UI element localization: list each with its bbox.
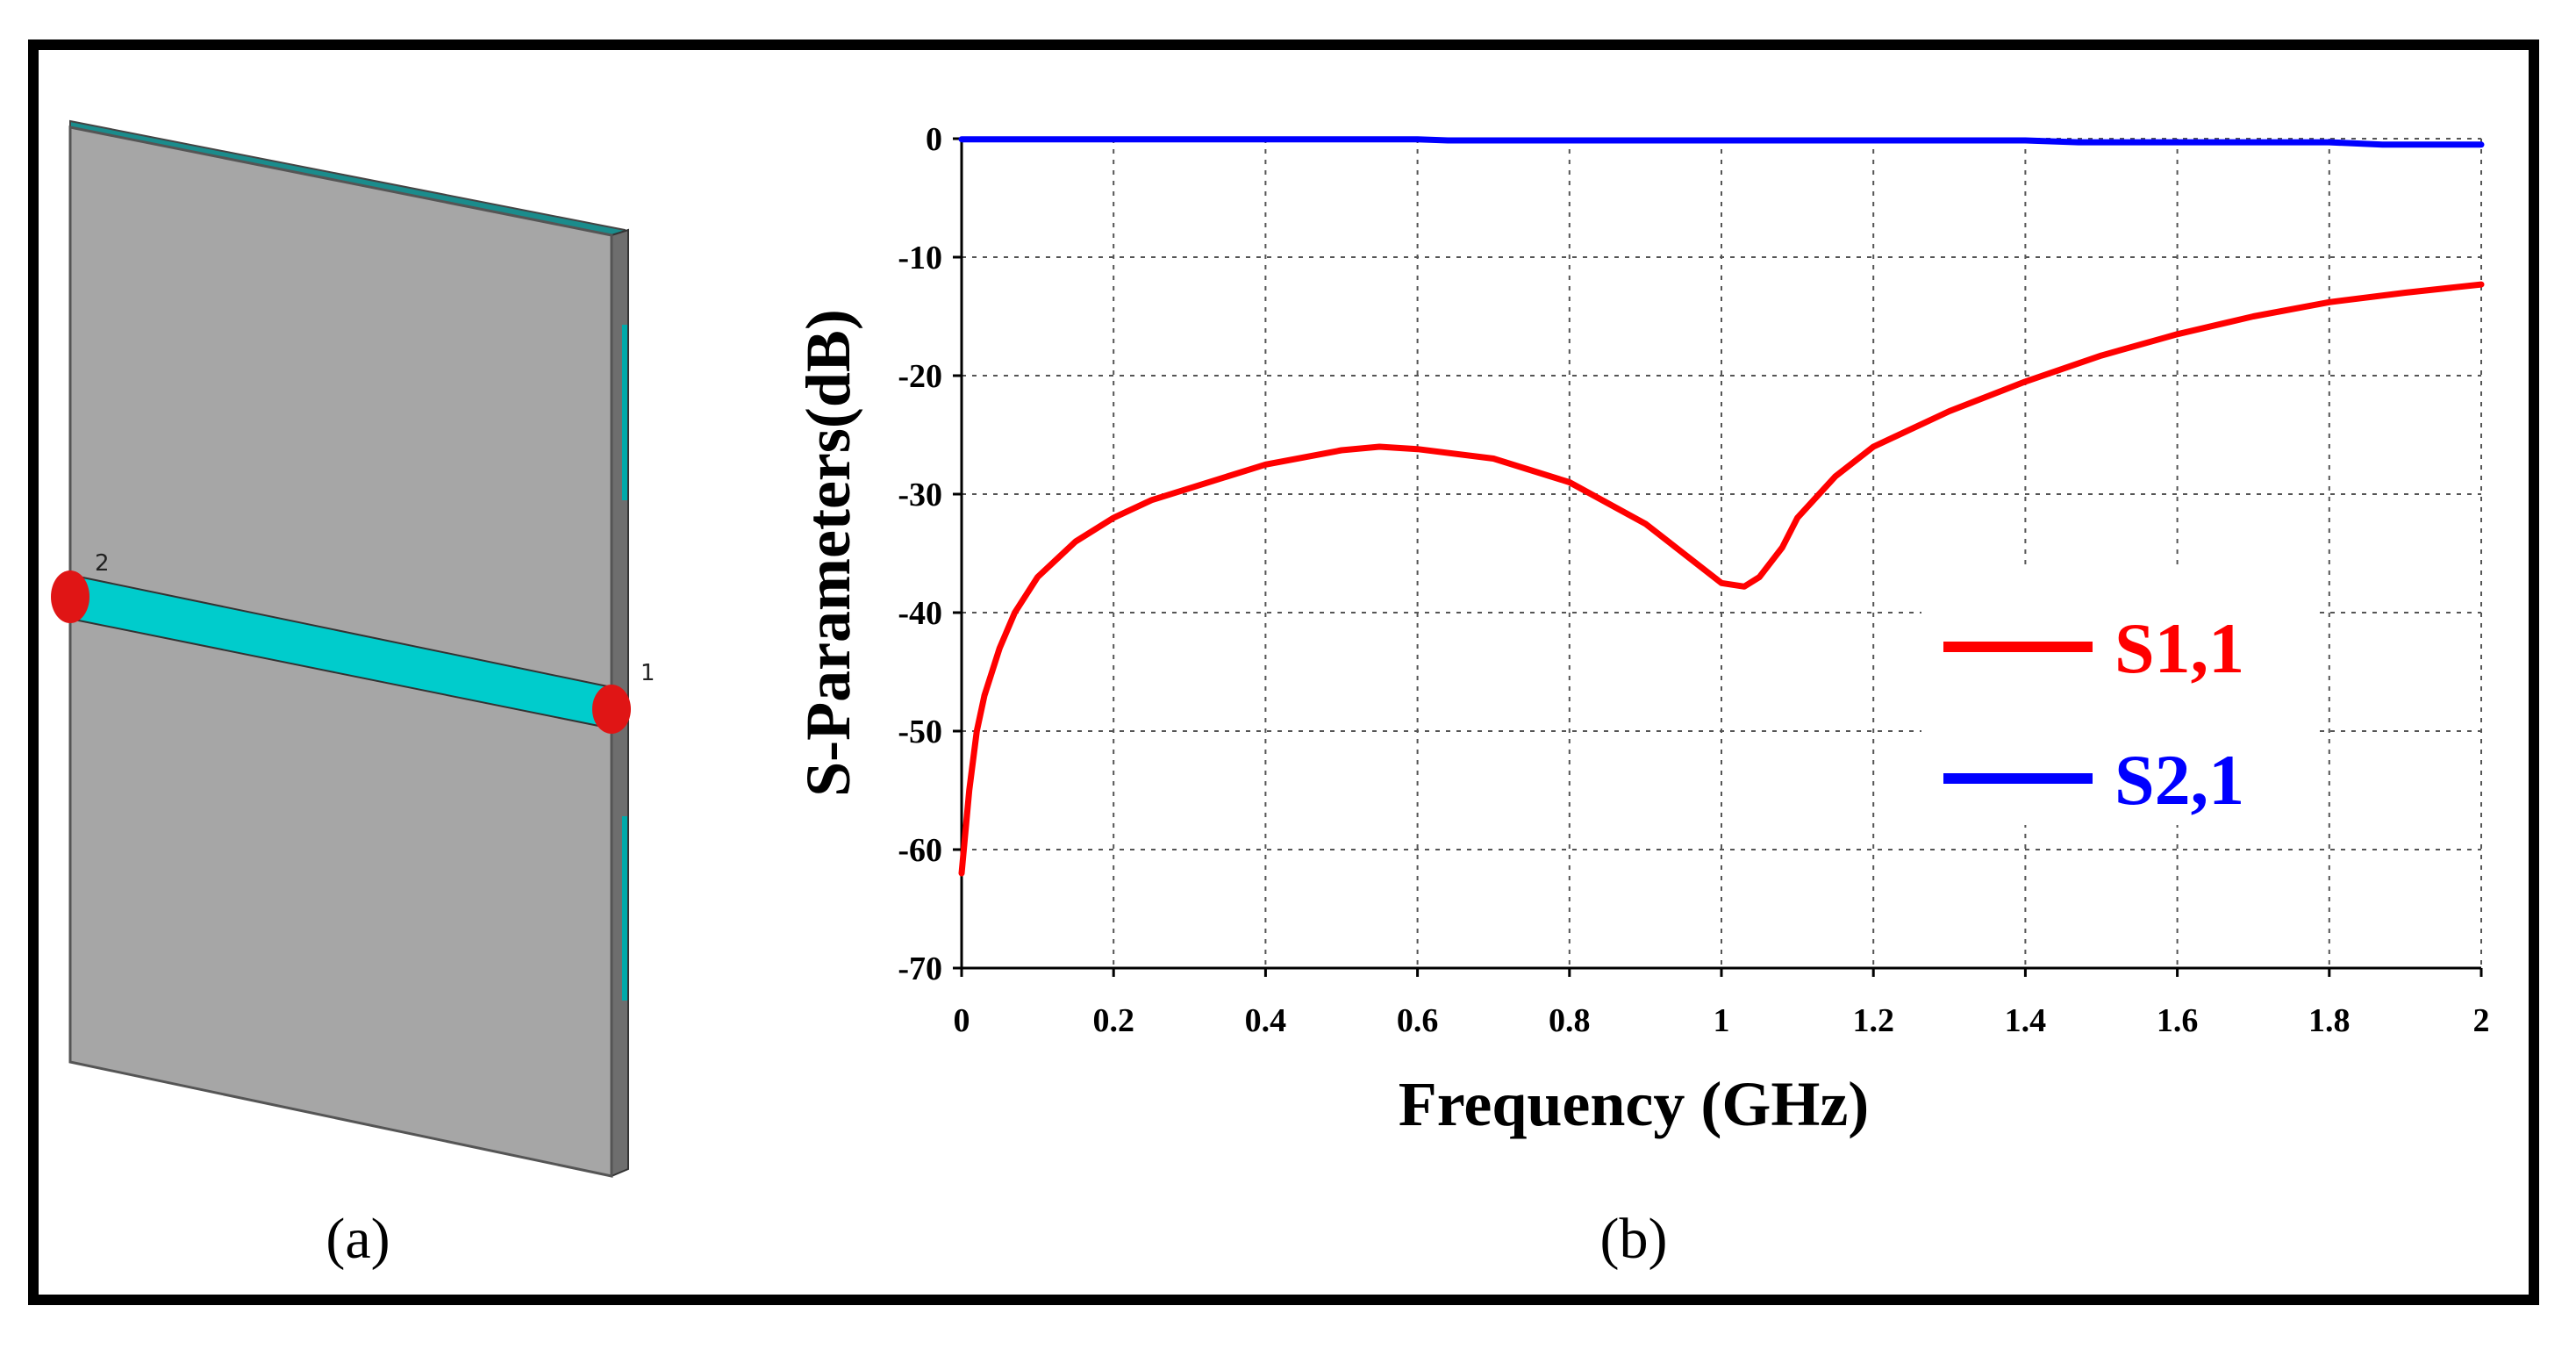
port-1-label: 1 xyxy=(640,660,655,686)
y-tick-label: -70 xyxy=(898,951,942,987)
x-tick-label: 1 xyxy=(1714,1002,1730,1039)
y-tick-label: -20 xyxy=(898,358,942,395)
x-tick-labels: 0 0.2 0.4 0.6 0.8 1 1.2 1.4 1.6 1.8 2 xyxy=(954,968,2490,1039)
series-lines xyxy=(958,136,2485,877)
x-tick-label: 1.2 xyxy=(1852,1002,1894,1039)
legend: S1,1 S2,1 xyxy=(1943,608,2244,820)
y-tick-label: -50 xyxy=(898,714,942,750)
x-tick-label: 1.6 xyxy=(2157,1002,2199,1039)
x-tick-label: 2 xyxy=(2473,1002,2490,1039)
port-1-marker xyxy=(592,685,631,734)
legend-label-s21: S2,1 xyxy=(2114,740,2244,820)
port-2-label: 2 xyxy=(95,550,110,577)
board-model: 2 1 xyxy=(51,119,655,1178)
x-tick-label: 0.6 xyxy=(1397,1002,1439,1039)
x-tick-label: 0.2 xyxy=(1092,1002,1134,1039)
x-axis-title: Frequency (GHz) xyxy=(1399,1069,1870,1139)
plate-side-trace-bottom xyxy=(622,816,627,1001)
legend-label-s11: S1,1 xyxy=(2114,608,2244,688)
x-tick-label: 0 xyxy=(954,1002,970,1039)
s-parameter-chart: 0 0.2 0.4 0.6 0.8 1 1.2 1.4 1.6 1.8 2 0 -10 -20 -30 -4… xyxy=(793,121,2490,1139)
y-tick-labels: 0 -10 -20 -30 -40 -50 -60 -70 xyxy=(898,121,962,987)
y-tick-label: -30 xyxy=(898,477,942,513)
y-tick-label: 0 xyxy=(926,121,942,158)
x-tick-label: 0.4 xyxy=(1245,1002,1287,1039)
y-tick-label: -60 xyxy=(898,832,942,869)
x-tick-label: 1.4 xyxy=(2005,1002,2047,1039)
panel-b-caption: (b) xyxy=(1600,1207,1668,1271)
port-2-marker xyxy=(51,570,89,623)
series-line-s11 xyxy=(958,281,2485,877)
y-tick-label: -10 xyxy=(898,240,942,276)
x-tick-label: 1.8 xyxy=(2308,1002,2351,1039)
series-line-s21 xyxy=(958,136,2485,148)
plate-side-trace-top xyxy=(622,325,627,500)
x-tick-label: 0.8 xyxy=(1549,1002,1591,1039)
panel-a-caption: (a) xyxy=(326,1207,390,1271)
y-axis-title: S-Parameters(dB) xyxy=(793,309,863,797)
y-tick-label: -40 xyxy=(898,595,942,632)
